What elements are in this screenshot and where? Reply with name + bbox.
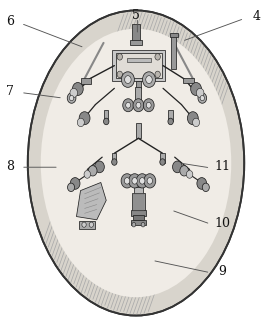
Circle shape	[180, 166, 188, 176]
Text: 8: 8	[6, 160, 14, 173]
Ellipse shape	[41, 29, 231, 297]
Circle shape	[132, 222, 136, 227]
Circle shape	[196, 88, 204, 97]
Bar	[116, 53, 162, 78]
Bar	[132, 193, 145, 212]
Circle shape	[136, 174, 148, 188]
Circle shape	[141, 222, 145, 227]
Circle shape	[79, 112, 90, 125]
Text: 4: 4	[252, 10, 260, 23]
Circle shape	[70, 88, 78, 97]
Circle shape	[69, 96, 74, 101]
Circle shape	[187, 112, 198, 125]
Bar	[132, 24, 140, 42]
Circle shape	[67, 183, 75, 192]
Text: 10: 10	[215, 216, 231, 230]
Circle shape	[82, 222, 86, 227]
Circle shape	[140, 178, 145, 184]
Text: 9: 9	[219, 265, 227, 278]
Circle shape	[132, 178, 137, 184]
Circle shape	[143, 99, 154, 112]
Bar	[81, 78, 91, 84]
Circle shape	[88, 166, 97, 176]
Bar	[131, 220, 146, 225]
Circle shape	[67, 93, 76, 103]
Bar	[79, 221, 95, 229]
Circle shape	[89, 222, 94, 227]
Ellipse shape	[28, 10, 244, 316]
Bar	[135, 87, 141, 103]
Text: 6: 6	[6, 15, 14, 28]
Text: 11: 11	[215, 160, 231, 173]
Circle shape	[143, 72, 156, 87]
Circle shape	[70, 178, 80, 189]
Circle shape	[191, 82, 202, 96]
Circle shape	[72, 82, 83, 96]
Circle shape	[124, 178, 130, 184]
Bar	[112, 153, 116, 163]
Text: 7: 7	[6, 85, 14, 98]
Bar	[183, 78, 194, 83]
Circle shape	[95, 161, 104, 173]
Circle shape	[117, 53, 122, 60]
Bar	[136, 123, 141, 138]
Bar	[112, 50, 165, 81]
Circle shape	[155, 71, 160, 78]
Circle shape	[186, 170, 193, 178]
Bar	[126, 58, 151, 62]
Bar	[129, 40, 143, 45]
Circle shape	[168, 118, 173, 125]
Bar	[131, 210, 146, 215]
Circle shape	[112, 159, 117, 165]
Circle shape	[146, 102, 151, 108]
Bar	[170, 34, 178, 37]
Bar	[136, 81, 141, 88]
Bar	[171, 37, 176, 69]
Circle shape	[104, 118, 109, 125]
Circle shape	[172, 161, 182, 173]
Circle shape	[77, 118, 84, 126]
Text: 5: 5	[132, 9, 140, 22]
Circle shape	[144, 174, 156, 188]
Circle shape	[121, 72, 134, 87]
Bar	[133, 215, 144, 220]
Bar	[134, 187, 143, 194]
Circle shape	[200, 96, 205, 101]
Circle shape	[147, 178, 153, 184]
Circle shape	[193, 118, 200, 126]
Circle shape	[126, 102, 131, 108]
Circle shape	[129, 174, 141, 188]
Circle shape	[84, 170, 91, 178]
Circle shape	[117, 71, 122, 78]
Circle shape	[198, 93, 207, 103]
Bar	[104, 110, 109, 121]
Bar	[168, 110, 173, 121]
Polygon shape	[76, 183, 106, 220]
Circle shape	[121, 174, 133, 188]
Circle shape	[146, 76, 152, 83]
Circle shape	[123, 99, 134, 112]
Circle shape	[160, 159, 165, 165]
Circle shape	[155, 53, 160, 60]
Bar	[160, 153, 165, 163]
Circle shape	[125, 76, 131, 83]
Circle shape	[133, 99, 144, 112]
Circle shape	[197, 178, 207, 189]
Circle shape	[136, 102, 141, 108]
Circle shape	[202, 183, 209, 192]
